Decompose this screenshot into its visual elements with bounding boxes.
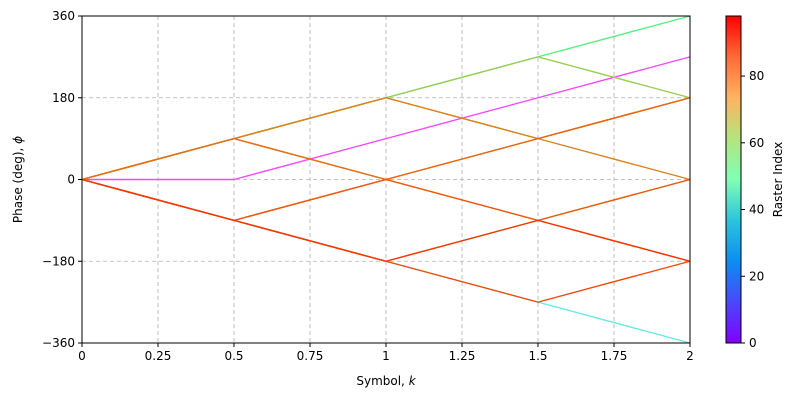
series-line [82,56,691,181]
x-tick-label: 0.25 [145,349,172,363]
y-tick-label: −360 [42,336,75,350]
y-tick-label: −180 [42,254,75,268]
series-line [81,178,691,262]
colorbar-ticks: 0 20 40 60 80 [741,69,764,350]
y-tick-label: 0 [67,173,75,187]
colorbar-tick-label: 60 [749,136,764,150]
x-tick-label: 1 [382,349,390,363]
colorbar-tick-label: 0 [749,336,757,350]
x-axis-ticks: 0 0.25 0.5 0.75 1 1.25 1.5 1.75 2 [78,343,694,363]
colorbar-gradient [725,15,742,344]
colorbar-tick-label: 80 [749,69,764,83]
colorbar-label: Raster Index [771,142,785,218]
x-axis-label: Symbol, k [356,374,416,388]
colorbar-tick-label: 20 [749,269,764,283]
x-tick-label: 2 [686,349,694,363]
x-tick-label: 0.75 [297,349,324,363]
y-axis-ticks: −360 −180 0 180 360 [42,9,82,350]
x-tick-label: 0.5 [224,349,243,363]
colorbar: 0 20 40 60 80 Raster Index [725,15,785,350]
y-tick-label: 360 [52,9,75,23]
y-axis-label: Phase (deg), ϕ [11,136,25,223]
series-lines [81,15,691,344]
x-tick-label: 1.5 [528,349,547,363]
colorbar-tick-label: 40 [749,203,764,217]
x-tick-label: 0 [78,349,86,363]
y-tick-label: 180 [52,91,75,105]
x-tick-label: 1.75 [601,349,628,363]
x-tick-label: 1.25 [449,349,476,363]
